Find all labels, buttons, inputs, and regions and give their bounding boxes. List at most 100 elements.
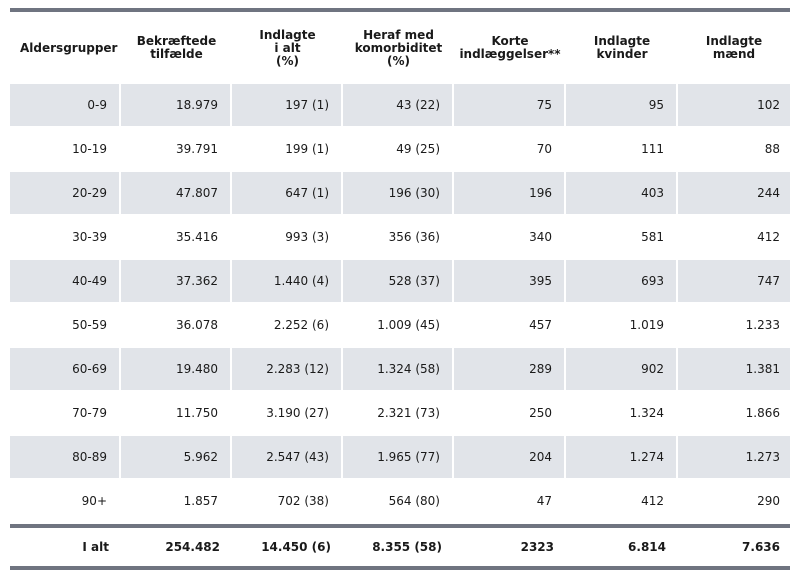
table-cell: 1.274: [566, 436, 678, 480]
total-cell: 14.450 (6): [261, 540, 331, 554]
table-cell: 1.324 (58): [343, 348, 454, 392]
table-cell: 2.321 (73): [343, 392, 454, 436]
bottom-rule: [10, 566, 790, 570]
header-row: Aldersgrupper Bekræftede tilfælde Indlagt…: [10, 12, 790, 84]
table-cell: 39.791: [121, 128, 232, 172]
table-row: 20-29 47.807 647 (1) 196 (30) 196 403 244: [10, 172, 790, 216]
table-row: 30-39 35.416 993 (3) 356 (36) 340 581 412: [10, 216, 790, 260]
table-row: 0-9 18.979 197 (1) 43 (22) 75 95 102: [10, 84, 790, 128]
age-group-table-container: Aldersgrupper Bekræftede tilfælde Indlagt…: [10, 8, 790, 570]
age-group-cell: 40-49: [10, 260, 121, 304]
table-row: 80-89 5.962 2.547 (43) 1.965 (77) 204 1.274 1.…: [10, 436, 790, 480]
table-cell: 36.078: [121, 304, 232, 348]
age-group-cell: 70-79: [10, 392, 121, 436]
table-cell: 1.965 (77): [343, 436, 454, 480]
table-cell: 356 (36): [343, 216, 454, 260]
table-header: Aldersgrupper Bekræftede tilfælde Indlagt…: [10, 12, 790, 84]
table-cell: 1.440 (4): [232, 260, 343, 304]
table-row: 50-59 36.078 2.252 (6) 1.009 (45) 457 1.019 1.…: [10, 304, 790, 348]
total-cell: 2323: [520, 540, 554, 554]
table-cell: 1.324: [566, 392, 678, 436]
header-admitted-men: Indlagte mænd: [678, 12, 790, 84]
age-group-cell: 20-29: [10, 172, 121, 216]
header-line: tilfælde: [150, 47, 203, 61]
table-cell: 95: [566, 84, 678, 128]
table-cell: 902: [566, 348, 678, 392]
table-cell: 1.233: [678, 304, 790, 348]
table-cell: 5.962: [121, 436, 232, 480]
header-line: Indlagte: [259, 27, 316, 42]
header-confirmed-cases: Bekræftede tilfælde: [121, 12, 232, 84]
header-line: Indlagte: [593, 34, 651, 48]
header-with-comorbidity: Heraf med komorbiditet (%): [343, 12, 454, 84]
total-separator-rule: [10, 524, 790, 528]
table-cell: 244: [678, 172, 790, 216]
table-row: 60-69 19.480 2.283 (12) 1.324 (58) 289 902 1.3…: [10, 348, 790, 392]
table-row: 10-19 39.791 199 (1) 49 (25) 70 111 88: [10, 128, 790, 172]
header-short-admissions: Korte indlæggelser**: [454, 12, 566, 84]
header-line: Indlagte: [705, 34, 763, 48]
table-cell: 43 (22): [343, 84, 454, 128]
age-group-cell: 0-9: [10, 84, 121, 128]
total-row: I alt 254.482 14.450 (6) 8.355 (58) 2323…: [10, 528, 790, 566]
table-cell: 581: [566, 216, 678, 260]
total-table: I alt 254.482 14.450 (6) 8.355 (58) 2323…: [10, 528, 790, 566]
table-cell: 49 (25): [343, 128, 454, 172]
table-cell: 47.807: [121, 172, 232, 216]
header-line: Korte: [491, 34, 529, 48]
table-cell: 1.009 (45): [343, 304, 454, 348]
age-group-cell: 60-69: [10, 348, 121, 392]
header-line: komorbiditet: [354, 40, 443, 55]
table-cell: 395: [454, 260, 566, 304]
table-cell: 693: [566, 260, 678, 304]
header-line: kvinder: [596, 47, 648, 61]
table-cell: 290: [678, 480, 790, 524]
header-line: (%): [276, 53, 299, 68]
header-line: Aldersgrupper: [20, 40, 118, 55]
table-cell: 412: [566, 480, 678, 524]
header-line: indlæggelser**: [459, 47, 561, 61]
table-cell: 1.273: [678, 436, 790, 480]
total-cell: 6.814: [628, 540, 666, 554]
table-cell: 88: [678, 128, 790, 172]
table-body: 0-9 18.979 197 (1) 43 (22) 75 95 102 10-19 39.79…: [10, 84, 790, 524]
table-cell: 457: [454, 304, 566, 348]
age-group-cell: 80-89: [10, 436, 121, 480]
total-cell: 7.636: [742, 540, 780, 554]
table-row: 90+ 1.857 702 (38) 564 (80) 47 412 290: [10, 480, 790, 524]
header-line: i alt: [274, 40, 301, 55]
total-cell: 254.482: [165, 540, 220, 554]
table-cell: 403: [566, 172, 678, 216]
table-row: 40-49 37.362 1.440 (4) 528 (37) 395 693 747: [10, 260, 790, 304]
total-cell: I alt: [82, 540, 109, 554]
table-cell: 412: [678, 216, 790, 260]
table-cell: 75: [454, 84, 566, 128]
table-total: I alt 254.482 14.450 (6) 8.355 (58) 2323…: [10, 528, 790, 566]
table-cell: 111: [566, 128, 678, 172]
table-cell: 747: [678, 260, 790, 304]
table-cell: 250: [454, 392, 566, 436]
table-cell: 1.019: [566, 304, 678, 348]
age-group-table: Aldersgrupper Bekræftede tilfælde Indlagt…: [10, 12, 790, 524]
table-cell: 2.252 (6): [232, 304, 343, 348]
age-group-cell: 10-19: [10, 128, 121, 172]
top-rule: [10, 8, 790, 12]
table-cell: 204: [454, 436, 566, 480]
table-cell: 3.190 (27): [232, 392, 343, 436]
header-age-groups: Aldersgrupper: [10, 12, 121, 84]
table-cell: 11.750: [121, 392, 232, 436]
total-cell: 8.355 (58): [372, 540, 442, 554]
table-cell: 702 (38): [232, 480, 343, 524]
age-group-cell: 50-59: [10, 304, 121, 348]
table-cell: 197 (1): [232, 84, 343, 128]
table-cell: 528 (37): [343, 260, 454, 304]
table-cell: 35.416: [121, 216, 232, 260]
header-line: (%): [387, 53, 410, 68]
table-cell: 102: [678, 84, 790, 128]
header-admitted-total: Indlagte i alt (%): [232, 12, 343, 84]
table-cell: 993 (3): [232, 216, 343, 260]
table-cell: 47: [454, 480, 566, 524]
age-group-cell: 30-39: [10, 216, 121, 260]
header-line: Bekræftede: [136, 34, 217, 48]
table-row: 70-79 11.750 3.190 (27) 2.321 (73) 250 1.324 1…: [10, 392, 790, 436]
